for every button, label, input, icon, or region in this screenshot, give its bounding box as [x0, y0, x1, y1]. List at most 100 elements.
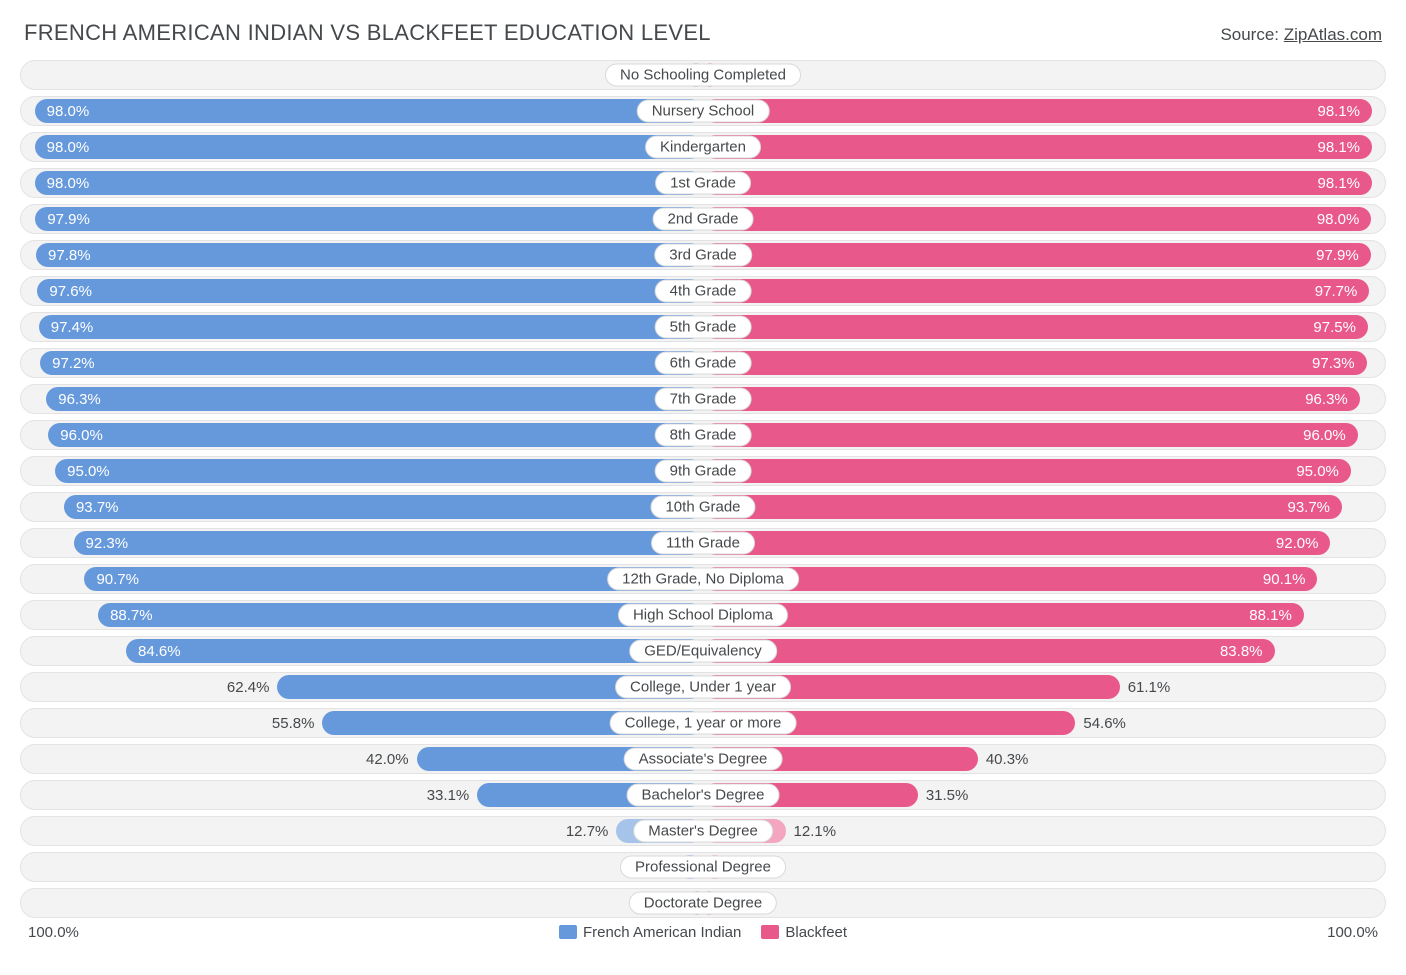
bar-value-left: 97.4%: [51, 319, 94, 336]
category-label: 12th Grade, No Diploma: [607, 568, 799, 591]
bar-left: 98.0%: [35, 171, 703, 195]
bar-left: 96.3%: [46, 387, 703, 411]
bar-right: 96.3%: [703, 387, 1360, 411]
chart-row: 98.0% 98.1% 1st Grade: [20, 168, 1386, 198]
bar-right: 96.0%: [703, 423, 1358, 447]
bar-right: 98.1%: [703, 171, 1372, 195]
bar-value-left: 98.0%: [47, 139, 90, 156]
bar-right: 97.7%: [703, 279, 1369, 303]
bar-value-left: 12.7%: [566, 817, 609, 845]
bar-value-right: 97.3%: [1312, 355, 1355, 372]
category-label: No Schooling Completed: [605, 64, 801, 87]
category-label: Professional Degree: [620, 856, 786, 879]
category-label: Associate's Degree: [624, 748, 783, 771]
bar-value-left: 97.8%: [48, 247, 91, 264]
category-label: 11th Grade: [651, 532, 755, 555]
bar-value-right: 98.1%: [1317, 103, 1360, 120]
category-label: Kindergarten: [645, 136, 761, 159]
bar-left: 84.6%: [126, 639, 703, 663]
axis-max-right: 100.0%: [1327, 924, 1378, 941]
category-label: GED/Equivalency: [629, 640, 777, 663]
source-prefix: Source:: [1220, 25, 1283, 44]
chart-row: 3.8%3.5%Professional Degree: [20, 852, 1386, 882]
chart-row: 96.3%96.3%7th Grade: [20, 384, 1386, 414]
legend-swatch-left: [559, 925, 577, 939]
bar-value-right: 12.1%: [794, 817, 837, 845]
chart-row: 90.7%90.1%12th Grade, No Diploma: [20, 564, 1386, 594]
category-label: 9th Grade: [655, 460, 752, 483]
bar-left: 97.6%: [37, 279, 703, 303]
bar-value-right: 98.1%: [1317, 139, 1360, 156]
bar-right: 95.0%: [703, 459, 1351, 483]
bar-value-right: 98.0%: [1317, 211, 1360, 228]
bar-value-right: 61.1%: [1128, 673, 1171, 701]
bar-value-left: 92.3%: [86, 535, 129, 552]
bar-left: 97.2%: [40, 351, 703, 375]
legend: French American Indian Blackfeet: [559, 924, 847, 941]
bar-value-right: 97.9%: [1316, 247, 1359, 264]
category-label: Doctorate Degree: [629, 892, 777, 915]
category-label: 3rd Grade: [654, 244, 752, 267]
bar-value-left: 88.7%: [110, 607, 153, 624]
bar-left: 93.7%: [64, 495, 703, 519]
bar-value-left: 97.9%: [47, 211, 90, 228]
category-label: 2nd Grade: [653, 208, 754, 231]
bar-value-left: 84.6%: [138, 643, 181, 660]
bar-right: 98.1%: [703, 135, 1372, 159]
bar-value-left: 55.8%: [272, 709, 315, 737]
bar-left: 97.4%: [39, 315, 703, 339]
category-label: Master's Degree: [633, 820, 773, 843]
bar-left: 88.7%: [98, 603, 703, 627]
category-label: 7th Grade: [655, 388, 752, 411]
bar-value-right: 54.6%: [1083, 709, 1126, 737]
bar-value-right: 97.7%: [1315, 283, 1358, 300]
category-label: 6th Grade: [655, 352, 752, 375]
legend-label-right: Blackfeet: [785, 924, 847, 941]
category-label: 10th Grade: [650, 496, 755, 519]
bar-value-left: 98.0%: [47, 175, 90, 192]
legend-row: 100.0% French American Indian Blackfeet …: [20, 918, 1386, 941]
legend-label-left: French American Indian: [583, 924, 741, 941]
chart-row: 33.1%31.5%Bachelor's Degree: [20, 780, 1386, 810]
chart-row: 93.7%93.7%10th Grade: [20, 492, 1386, 522]
bar-right: 97.5%: [703, 315, 1368, 339]
chart-header: FRENCH AMERICAN INDIAN VS BLACKFEET EDUC…: [20, 20, 1386, 60]
bar-left: 96.0%: [48, 423, 703, 447]
chart-row: 97.8% 97.9% 3rd Grade: [20, 240, 1386, 270]
bar-value-left: 98.0%: [47, 103, 90, 120]
bar-value-right: 96.3%: [1305, 391, 1348, 408]
chart-row: 95.0% 95.0% 9th Grade: [20, 456, 1386, 486]
chart-row: 97.6%97.7%4th Grade: [20, 276, 1386, 306]
category-label: High School Diploma: [618, 604, 788, 627]
category-label: 1st Grade: [655, 172, 751, 195]
chart-row: 62.4%61.1%College, Under 1 year: [20, 672, 1386, 702]
bar-right: 98.0%: [703, 207, 1371, 231]
chart-row: 12.7% 12.1% Master's Degree: [20, 816, 1386, 846]
bar-value-right: 96.0%: [1303, 427, 1346, 444]
category-label: Nursery School: [637, 100, 770, 123]
legend-item-left: French American Indian: [559, 924, 741, 941]
bar-value-right: 95.0%: [1296, 463, 1339, 480]
bar-value-left: 97.6%: [49, 283, 92, 300]
bar-value-right: 90.1%: [1263, 571, 1306, 588]
bar-value-left: 33.1%: [427, 781, 470, 809]
chart-row: 88.7%88.1%High School Diploma: [20, 600, 1386, 630]
chart-row: 98.0% 98.1% Nursery School: [20, 96, 1386, 126]
bar-value-right: 92.0%: [1276, 535, 1319, 552]
bar-value-left: 95.0%: [67, 463, 110, 480]
bar-value-right: 98.1%: [1317, 175, 1360, 192]
chart-row: 98.0% 98.1% Kindergarten: [20, 132, 1386, 162]
chart-row: 84.6% 83.8%GED/Equivalency: [20, 636, 1386, 666]
axis-max-left: 100.0%: [28, 924, 79, 941]
bar-right: 97.9%: [703, 243, 1371, 267]
chart-row: 97.9% 98.0% 2nd Grade: [20, 204, 1386, 234]
chart-row: 55.8%54.6%College, 1 year or more: [20, 708, 1386, 738]
chart-row: 42.0%40.3%Associate's Degree: [20, 744, 1386, 774]
bar-value-left: 42.0%: [366, 745, 409, 773]
bar-left: 97.8%: [36, 243, 703, 267]
bar-right: 92.0%: [703, 531, 1330, 555]
bar-right: 97.3%: [703, 351, 1367, 375]
source-link[interactable]: ZipAtlas.com: [1284, 25, 1382, 44]
bar-right: 93.7%: [703, 495, 1342, 519]
bar-right: 83.8%: [703, 639, 1275, 663]
